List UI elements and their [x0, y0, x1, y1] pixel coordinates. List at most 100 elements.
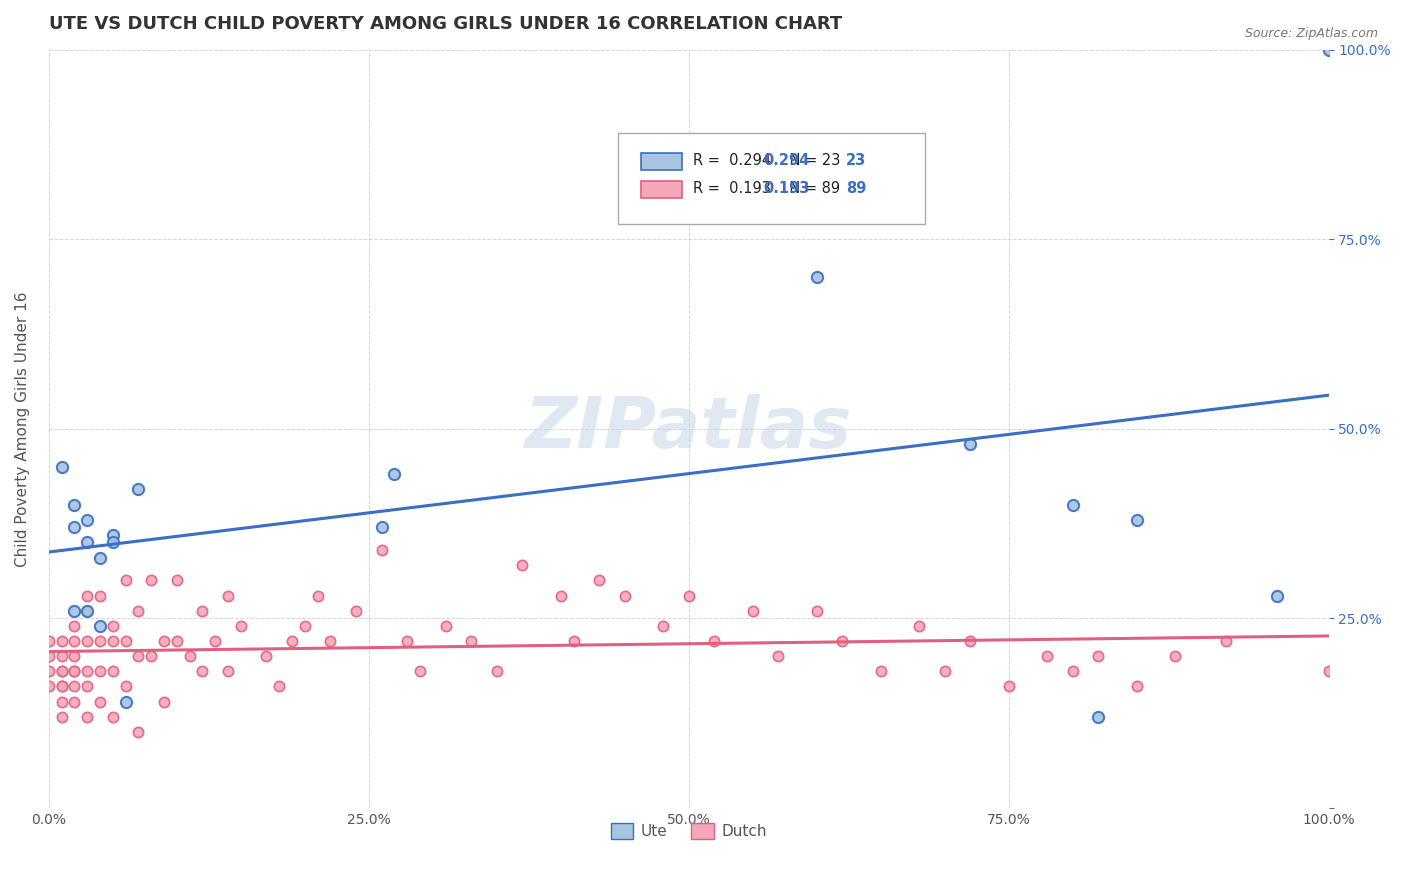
Point: [382, 467, 405, 482]
Y-axis label: Child Poverty Among Girls Under 16: Child Poverty Among Girls Under 16: [15, 291, 30, 566]
Point: [76, 589, 98, 603]
Point: [63, 680, 86, 694]
Point: [768, 649, 790, 664]
Point: [678, 589, 700, 603]
Point: [229, 619, 252, 633]
Point: [806, 270, 828, 285]
Point: [51, 665, 73, 679]
Point: [63, 498, 86, 512]
Point: [434, 619, 457, 633]
Text: Source: ZipAtlas.com: Source: ZipAtlas.com: [1244, 27, 1378, 40]
Point: [76, 513, 98, 527]
Text: 89: 89: [846, 181, 866, 196]
Point: [51, 680, 73, 694]
Point: [114, 680, 136, 694]
Point: [254, 649, 277, 664]
Point: [934, 665, 956, 679]
Point: [1125, 513, 1147, 527]
Point: [38, 665, 60, 679]
Point: [562, 634, 585, 648]
Point: [76, 634, 98, 648]
Point: [76, 604, 98, 618]
Point: [127, 483, 149, 497]
Point: [908, 619, 931, 633]
Point: [76, 680, 98, 694]
Point: [114, 574, 136, 588]
Point: [127, 649, 149, 664]
Text: 0.193: 0.193: [763, 181, 810, 196]
Point: [510, 558, 533, 573]
Point: [76, 535, 98, 549]
Point: [344, 604, 367, 618]
Point: [204, 634, 226, 648]
Point: [38, 680, 60, 694]
Point: [269, 680, 291, 694]
FancyBboxPatch shape: [641, 181, 682, 198]
Point: [63, 634, 86, 648]
Point: [1087, 710, 1109, 724]
Point: [127, 725, 149, 739]
Text: 23: 23: [846, 153, 866, 168]
Point: [370, 543, 392, 558]
Point: [678, 210, 700, 224]
Point: [396, 634, 419, 648]
Point: [179, 649, 201, 664]
Point: [1062, 498, 1084, 512]
Text: 0.294: 0.294: [763, 153, 810, 168]
Point: [63, 665, 86, 679]
Point: [101, 634, 124, 648]
Point: [1164, 649, 1187, 664]
Point: [460, 634, 482, 648]
Point: [63, 520, 86, 534]
Point: [1087, 649, 1109, 664]
Point: [101, 535, 124, 549]
Point: [409, 665, 432, 679]
Point: [869, 665, 891, 679]
Point: [1215, 634, 1237, 648]
Point: [114, 695, 136, 709]
Point: [38, 649, 60, 664]
Point: [550, 589, 572, 603]
Point: [153, 695, 176, 709]
Point: [613, 589, 636, 603]
Point: [191, 665, 214, 679]
Point: [319, 634, 342, 648]
Point: [51, 634, 73, 648]
Point: [63, 665, 86, 679]
FancyBboxPatch shape: [619, 133, 925, 224]
Point: [1317, 43, 1340, 57]
Point: [89, 550, 111, 565]
Point: [703, 634, 725, 648]
Point: [114, 634, 136, 648]
Point: [89, 695, 111, 709]
Point: [101, 528, 124, 542]
Point: [652, 619, 675, 633]
Point: [89, 619, 111, 633]
Point: [51, 665, 73, 679]
Point: [370, 520, 392, 534]
Point: [1317, 665, 1340, 679]
Point: [1267, 589, 1289, 603]
Point: [588, 574, 610, 588]
Point: [63, 695, 86, 709]
Point: [281, 634, 304, 648]
Point: [806, 604, 828, 618]
Point: [76, 665, 98, 679]
Point: [307, 589, 329, 603]
Point: [741, 604, 763, 618]
Point: [127, 604, 149, 618]
Point: [1125, 680, 1147, 694]
Point: [63, 649, 86, 664]
Point: [101, 710, 124, 724]
Point: [217, 665, 239, 679]
Point: [1062, 665, 1084, 679]
Point: [153, 634, 176, 648]
Point: [51, 695, 73, 709]
Point: [51, 680, 73, 694]
Point: [217, 589, 239, 603]
FancyBboxPatch shape: [641, 153, 682, 169]
Point: [959, 634, 981, 648]
Point: [997, 680, 1019, 694]
Point: [485, 665, 508, 679]
Point: [89, 589, 111, 603]
